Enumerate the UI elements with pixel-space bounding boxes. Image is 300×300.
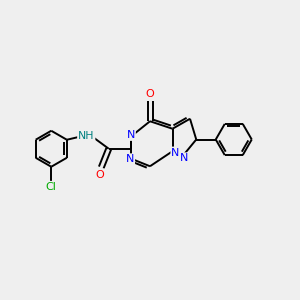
Text: N: N bbox=[180, 153, 188, 163]
Text: N: N bbox=[127, 130, 135, 140]
Text: NH: NH bbox=[78, 131, 94, 141]
Text: O: O bbox=[96, 169, 104, 179]
Text: Cl: Cl bbox=[46, 182, 57, 192]
Text: O: O bbox=[146, 89, 154, 100]
Text: N: N bbox=[171, 148, 180, 158]
Text: N: N bbox=[126, 154, 134, 164]
